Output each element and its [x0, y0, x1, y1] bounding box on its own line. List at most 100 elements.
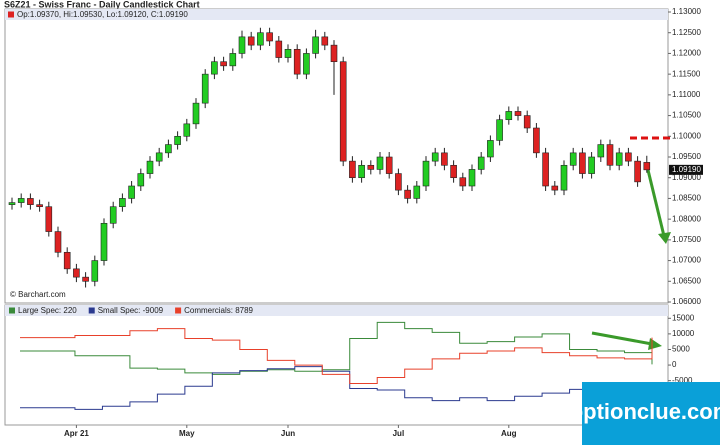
candle-body — [312, 36, 319, 54]
x-tick-label: May — [179, 429, 195, 438]
legend-label: Large Spec: 220 — [18, 306, 77, 315]
candle-body — [284, 48, 292, 58]
candle-body — [477, 156, 485, 170]
candle-body — [542, 152, 549, 187]
candle-body — [496, 119, 503, 141]
y-tick-label: 1.09000 — [672, 173, 701, 182]
candle-body — [597, 144, 605, 158]
candle-body — [533, 127, 540, 154]
candle-body — [422, 160, 430, 187]
y-tick-label: 1.08500 — [672, 194, 701, 203]
y-tick-label: 10000 — [672, 329, 695, 338]
candle-body — [128, 185, 135, 199]
ohlc-legend: Op:1.09370, Hi:1.09530, Lo:1.09120, C:1.… — [17, 10, 188, 19]
candle-body — [275, 40, 283, 58]
candle-body — [634, 160, 641, 183]
trend-arrow-head — [658, 232, 671, 244]
candle-body — [155, 152, 163, 162]
last-price-box — [669, 164, 703, 175]
y-tick-label: 15000 — [672, 313, 695, 322]
candle-body — [487, 140, 494, 158]
candle-body — [109, 206, 117, 224]
candle-body — [73, 268, 80, 278]
legend-swatch — [175, 307, 182, 314]
candle-body — [54, 231, 62, 253]
candle-body — [579, 152, 586, 174]
y-tick-label: 1.06500 — [672, 276, 701, 285]
candle-body — [385, 156, 393, 174]
candle-body — [27, 198, 34, 205]
candle-body — [330, 44, 338, 63]
candle-body — [137, 173, 145, 187]
candle-body — [303, 53, 310, 75]
legend-label: Small Spec: -9009 — [98, 306, 164, 315]
y-tick-label: 1.07500 — [672, 235, 701, 244]
candle-body — [606, 144, 614, 166]
candle-body — [450, 164, 457, 179]
y-tick-label: 1.12500 — [672, 28, 701, 37]
candle-body — [63, 251, 71, 270]
watermark: optionclue.com — [570, 399, 720, 424]
y-tick-label: 5000 — [672, 345, 690, 354]
y-tick-label: 1.10500 — [672, 111, 701, 120]
candle-body — [183, 123, 191, 137]
legend-label: Commercials: 8789 — [184, 306, 253, 315]
candle-body — [192, 102, 200, 125]
candle-body — [625, 152, 632, 162]
candle-body — [220, 61, 227, 67]
y-tick-label: 1.09500 — [672, 152, 701, 161]
candle-body — [119, 198, 126, 208]
candle-body — [358, 164, 365, 179]
candle-body — [146, 160, 154, 174]
candle-body — [395, 173, 402, 191]
candle-body — [615, 152, 623, 166]
trend-arrow — [646, 169, 666, 237]
candle-body — [367, 164, 375, 170]
legend-swatch — [88, 307, 95, 314]
candle-body — [45, 206, 53, 232]
candle-body — [551, 185, 559, 191]
chart-title: S6Z21 - Swiss Franc - Daily Candlestick … — [4, 0, 200, 9]
x-tick-label: Aug — [501, 429, 517, 438]
candle-body — [247, 36, 255, 46]
candle-body — [468, 169, 476, 187]
last-price-label: 1.09190 — [672, 165, 701, 174]
candle-body — [404, 189, 411, 199]
candle-body — [36, 204, 43, 208]
cot-line — [20, 321, 653, 375]
y-tick-label: 1.11500 — [672, 69, 701, 78]
x-tick-label: Apr 21 — [64, 429, 89, 438]
y-tick-label: 1.13000 — [672, 7, 701, 16]
candle-body — [257, 32, 264, 46]
y-tick-label: 0 — [672, 360, 677, 369]
candle-body — [165, 144, 172, 154]
candle-body — [459, 177, 467, 187]
candle-body — [349, 160, 356, 179]
candle-body — [201, 73, 209, 104]
candle-body — [514, 111, 522, 116]
candle-body — [413, 185, 421, 199]
candle-body — [266, 32, 273, 42]
candle-body — [91, 260, 99, 282]
price-legend-bar — [5, 9, 668, 20]
y-tick-label: 1.11000 — [672, 90, 701, 99]
candle-body — [569, 152, 577, 166]
candle-body — [431, 152, 439, 162]
y-tick-label: -5000 — [672, 376, 693, 385]
candle-body — [293, 48, 301, 75]
watermark-box — [582, 382, 720, 445]
y-tick-label: 1.12000 — [672, 49, 701, 58]
credit: © Barchart.com — [10, 290, 66, 299]
candle-body — [339, 61, 347, 162]
candle-body — [211, 61, 218, 75]
candle-body — [321, 36, 329, 46]
x-tick-label: Jun — [281, 429, 295, 438]
candle-body — [523, 115, 531, 129]
candle-body — [229, 53, 237, 67]
legend-swatch — [8, 11, 14, 18]
cot-arrow — [591, 331, 653, 346]
y-tick-label: 1.07000 — [672, 256, 701, 265]
candle-body — [8, 202, 16, 205]
